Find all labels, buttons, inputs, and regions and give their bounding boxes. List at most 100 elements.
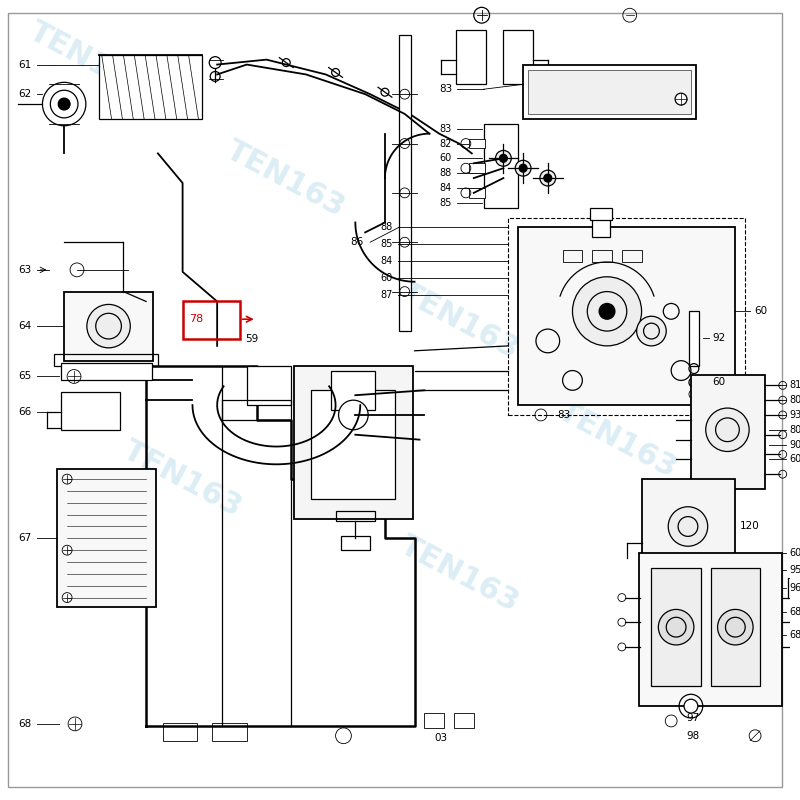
Bar bbox=[98, 54, 202, 119]
Text: 68: 68 bbox=[18, 719, 31, 729]
Text: 98: 98 bbox=[686, 730, 699, 741]
Text: TEN163: TEN163 bbox=[221, 136, 350, 222]
Bar bbox=[691, 375, 765, 489]
Text: 64: 64 bbox=[18, 321, 31, 331]
Text: 80: 80 bbox=[790, 425, 800, 434]
Text: 86: 86 bbox=[350, 238, 364, 247]
Text: 68: 68 bbox=[790, 607, 800, 618]
Circle shape bbox=[675, 93, 687, 105]
Circle shape bbox=[58, 98, 70, 110]
Bar bbox=[651, 568, 701, 686]
Text: 60: 60 bbox=[790, 454, 800, 464]
Text: 88: 88 bbox=[380, 222, 392, 233]
Text: 87: 87 bbox=[380, 290, 392, 299]
Circle shape bbox=[573, 277, 642, 346]
Bar bbox=[484, 124, 518, 208]
Bar bbox=[425, 713, 444, 728]
Text: 60: 60 bbox=[790, 548, 800, 558]
Text: 81: 81 bbox=[790, 380, 800, 390]
Bar bbox=[503, 30, 533, 84]
Bar bbox=[622, 250, 642, 262]
Text: 88: 88 bbox=[439, 168, 451, 178]
Text: 96: 96 bbox=[790, 582, 800, 593]
Text: TEN163: TEN163 bbox=[24, 17, 153, 104]
Text: 60: 60 bbox=[713, 378, 726, 387]
Bar bbox=[222, 400, 291, 420]
Bar bbox=[341, 536, 370, 550]
Circle shape bbox=[338, 400, 368, 430]
Circle shape bbox=[544, 174, 552, 182]
Bar bbox=[182, 302, 240, 339]
Text: 60: 60 bbox=[439, 154, 451, 163]
Circle shape bbox=[689, 390, 699, 399]
Text: 85: 85 bbox=[439, 198, 452, 208]
Bar bbox=[528, 70, 691, 114]
Circle shape bbox=[42, 82, 86, 126]
Circle shape bbox=[599, 303, 615, 319]
Bar bbox=[54, 354, 158, 366]
Bar bbox=[456, 30, 486, 84]
Circle shape bbox=[658, 610, 694, 645]
Bar bbox=[335, 510, 375, 521]
Text: 83: 83 bbox=[439, 84, 453, 94]
Bar bbox=[523, 65, 696, 119]
Text: 120: 120 bbox=[740, 522, 760, 531]
Text: 67: 67 bbox=[18, 534, 31, 543]
Bar bbox=[64, 291, 153, 361]
Bar bbox=[469, 188, 485, 198]
Text: 85: 85 bbox=[380, 239, 392, 250]
Text: 60: 60 bbox=[380, 273, 392, 282]
Circle shape bbox=[87, 305, 130, 348]
Text: 78: 78 bbox=[190, 314, 204, 324]
Bar bbox=[590, 208, 612, 219]
Bar bbox=[58, 470, 156, 607]
Text: 97: 97 bbox=[686, 713, 699, 723]
Text: 61: 61 bbox=[18, 59, 31, 70]
Text: 90: 90 bbox=[790, 439, 800, 450]
Circle shape bbox=[668, 506, 708, 546]
Text: 84: 84 bbox=[380, 256, 392, 266]
Circle shape bbox=[515, 160, 531, 176]
Circle shape bbox=[684, 699, 698, 713]
Bar bbox=[562, 250, 582, 262]
Text: TEN163: TEN163 bbox=[395, 278, 524, 365]
Text: 03: 03 bbox=[434, 733, 447, 742]
Circle shape bbox=[519, 164, 527, 172]
Bar bbox=[642, 479, 735, 573]
Bar bbox=[136, 504, 150, 558]
Text: 66: 66 bbox=[18, 407, 31, 417]
Bar bbox=[311, 390, 395, 499]
Bar bbox=[469, 163, 485, 173]
Text: TEN163: TEN163 bbox=[395, 530, 524, 618]
Bar bbox=[469, 138, 485, 149]
Bar bbox=[61, 392, 121, 430]
Text: 65: 65 bbox=[18, 371, 31, 382]
Bar bbox=[294, 366, 413, 518]
Bar bbox=[330, 370, 375, 410]
Text: TEN163: TEN163 bbox=[553, 396, 682, 483]
Bar bbox=[246, 366, 291, 405]
Text: 83: 83 bbox=[558, 410, 571, 420]
Bar bbox=[454, 713, 474, 728]
Circle shape bbox=[637, 316, 666, 346]
Circle shape bbox=[495, 150, 511, 166]
Text: 92: 92 bbox=[713, 333, 726, 343]
Text: 63: 63 bbox=[18, 265, 31, 275]
Text: 68: 68 bbox=[790, 630, 800, 640]
Text: 82: 82 bbox=[439, 138, 452, 149]
Text: 59: 59 bbox=[245, 334, 258, 344]
Bar bbox=[518, 227, 735, 405]
Bar bbox=[710, 570, 729, 580]
Bar bbox=[212, 723, 246, 741]
Bar bbox=[638, 553, 782, 706]
Text: 60: 60 bbox=[754, 306, 767, 316]
Text: 80: 80 bbox=[790, 395, 800, 405]
Bar bbox=[710, 568, 760, 686]
Text: 84: 84 bbox=[439, 183, 451, 193]
Circle shape bbox=[718, 610, 753, 645]
Circle shape bbox=[540, 170, 556, 186]
Bar bbox=[592, 218, 610, 238]
Bar bbox=[508, 218, 746, 415]
Bar bbox=[592, 250, 612, 262]
Circle shape bbox=[706, 408, 749, 451]
